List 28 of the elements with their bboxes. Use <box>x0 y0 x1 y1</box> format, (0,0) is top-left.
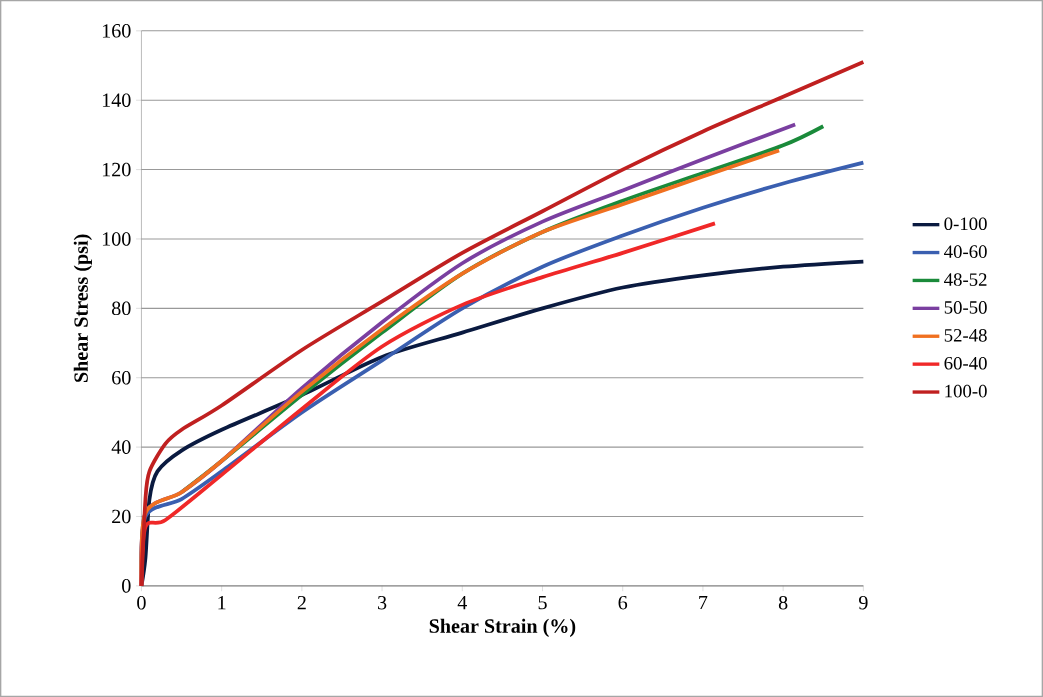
x-tick-label: 1 <box>218 595 226 610</box>
x-axis-title: Shear Strain (%) <box>429 618 576 637</box>
y-axis-title: Shear Stress (psi) <box>73 234 92 382</box>
x-tick-label: 8 <box>778 595 788 610</box>
x-tick-label: 0 <box>137 595 146 610</box>
y-tick-label: 80 <box>111 301 131 316</box>
y-tick-label: 60 <box>112 370 131 385</box>
y-tick-label: 0 <box>122 579 131 593</box>
x-tick-label: 2 <box>297 595 306 610</box>
y-tick-label: 120 <box>102 162 131 177</box>
legend-label: 0-100 <box>944 217 987 231</box>
x-tick-label: 4 <box>457 595 467 610</box>
legend-label: 100-0 <box>945 384 987 398</box>
y-tick-label: 140 <box>102 93 131 107</box>
y-tick-label: 40 <box>111 440 131 454</box>
x-tick-label: 6 <box>618 595 628 610</box>
y-tick-label: 100 <box>102 232 131 246</box>
legend-label: 48-52 <box>944 273 987 286</box>
y-tick-label: 160 <box>102 23 131 38</box>
legend-label: 50-50 <box>944 301 987 314</box>
x-tick-label: 5 <box>538 595 547 610</box>
legend-label: 60-40 <box>944 356 987 370</box>
y-tick-label: 20 <box>112 509 131 524</box>
x-tick-label: 9 <box>858 595 868 610</box>
legend-label: 52-48 <box>944 328 987 342</box>
x-tick-label: 7 <box>699 595 708 610</box>
x-tick-label: 3 <box>378 595 387 610</box>
legend-label: 40-60 <box>944 245 987 258</box>
